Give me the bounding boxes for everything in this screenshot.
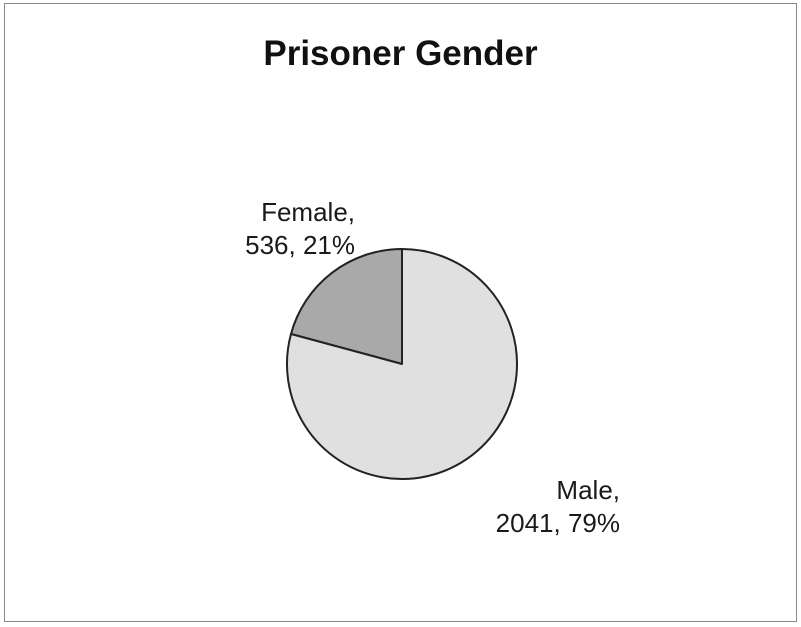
pie-slice-male xyxy=(286,248,518,480)
data-label-female-value: 536, 21% xyxy=(245,230,355,260)
data-label-female: Female, 536, 21% xyxy=(170,196,355,262)
data-label-male-name: Male, xyxy=(556,475,620,505)
data-label-female-name: Female, xyxy=(261,197,355,227)
chart-title: Prisoner Gender xyxy=(263,34,538,73)
data-label-male: Male, 2041, 79% xyxy=(440,474,620,540)
data-label-male-value: 2041, 79% xyxy=(495,508,620,538)
pie-slice-female xyxy=(289,248,403,365)
